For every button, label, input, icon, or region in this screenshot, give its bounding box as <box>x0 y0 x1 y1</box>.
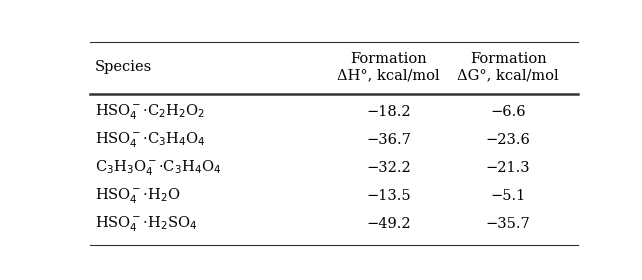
Text: −49.2: −49.2 <box>367 217 411 231</box>
Text: −13.5: −13.5 <box>367 189 411 203</box>
Text: −5.1: −5.1 <box>490 189 526 203</box>
Text: −32.2: −32.2 <box>367 161 411 175</box>
Text: −6.6: −6.6 <box>490 105 526 119</box>
Text: −35.7: −35.7 <box>486 217 530 231</box>
Text: Formation
ΔH°, kcal/mol: Formation ΔH°, kcal/mol <box>338 52 440 82</box>
Text: −36.7: −36.7 <box>367 133 411 147</box>
Text: Formation
ΔG°, kcal/mol: Formation ΔG°, kcal/mol <box>457 52 559 82</box>
Text: Species: Species <box>95 60 152 74</box>
Text: C$_3$H$_3$O$_4^-$·C$_3$H$_4$O$_4$: C$_3$H$_3$O$_4^-$·C$_3$H$_4$O$_4$ <box>95 158 221 178</box>
Text: −21.3: −21.3 <box>486 161 530 175</box>
Text: −18.2: −18.2 <box>367 105 411 119</box>
Text: −23.6: −23.6 <box>486 133 530 147</box>
Text: HSO$_4^-$·C$_3$H$_4$O$_4$: HSO$_4^-$·C$_3$H$_4$O$_4$ <box>95 130 206 150</box>
Text: HSO$_4^-$·H$_2$SO$_4$: HSO$_4^-$·H$_2$SO$_4$ <box>95 215 198 234</box>
Text: HSO$_4^-$·H$_2$O: HSO$_4^-$·H$_2$O <box>95 187 181 206</box>
Text: HSO$_4^-$·C$_2$H$_2$O$_2$: HSO$_4^-$·C$_2$H$_2$O$_2$ <box>95 102 205 122</box>
